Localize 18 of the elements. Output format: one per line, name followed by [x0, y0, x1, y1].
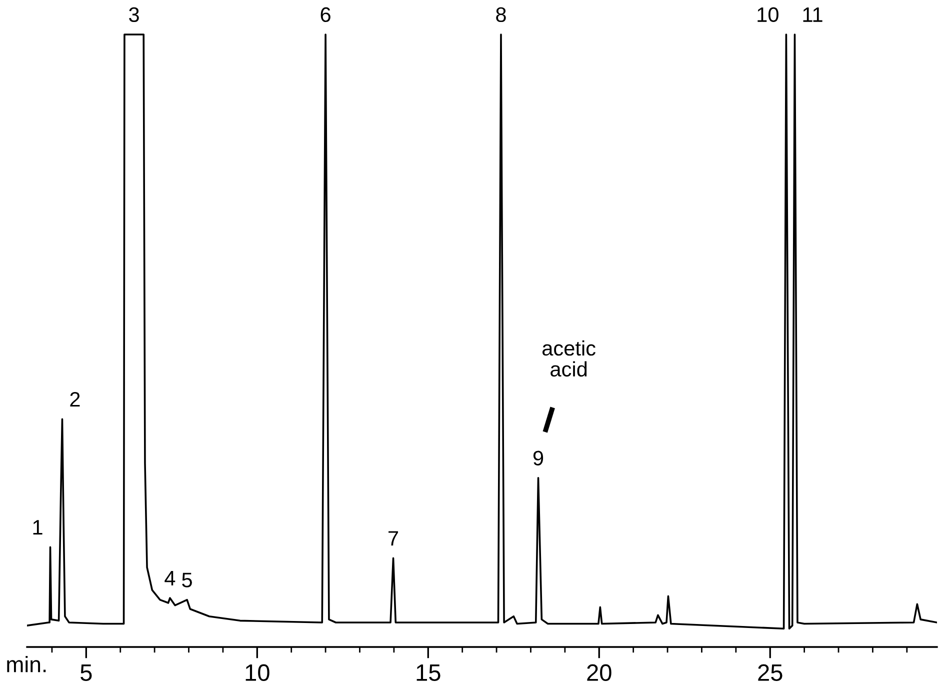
x-tick-label: 5 — [80, 664, 92, 682]
annotation: acetic acid — [542, 340, 596, 377]
x-axis-title: min. — [7, 656, 46, 672]
x-tick-label: 25 — [758, 664, 782, 682]
x-tick-label: 15 — [416, 664, 440, 682]
annotation: 9 — [533, 450, 544, 466]
annotation: 3 — [129, 7, 139, 22]
x-tick-label: 10 — [246, 664, 270, 682]
annotation: 7 — [388, 531, 398, 546]
annotation: 2 — [70, 392, 80, 406]
annotation: 10 — [758, 7, 778, 22]
annotation: 6 — [320, 7, 330, 22]
annotation: 1 — [33, 520, 42, 535]
annotation: 8 — [496, 7, 506, 22]
annotation: 5 — [182, 572, 192, 588]
annotation: 4 — [164, 571, 176, 586]
annotation: 11 — [803, 8, 822, 22]
x-tick-label: 20 — [587, 664, 612, 682]
